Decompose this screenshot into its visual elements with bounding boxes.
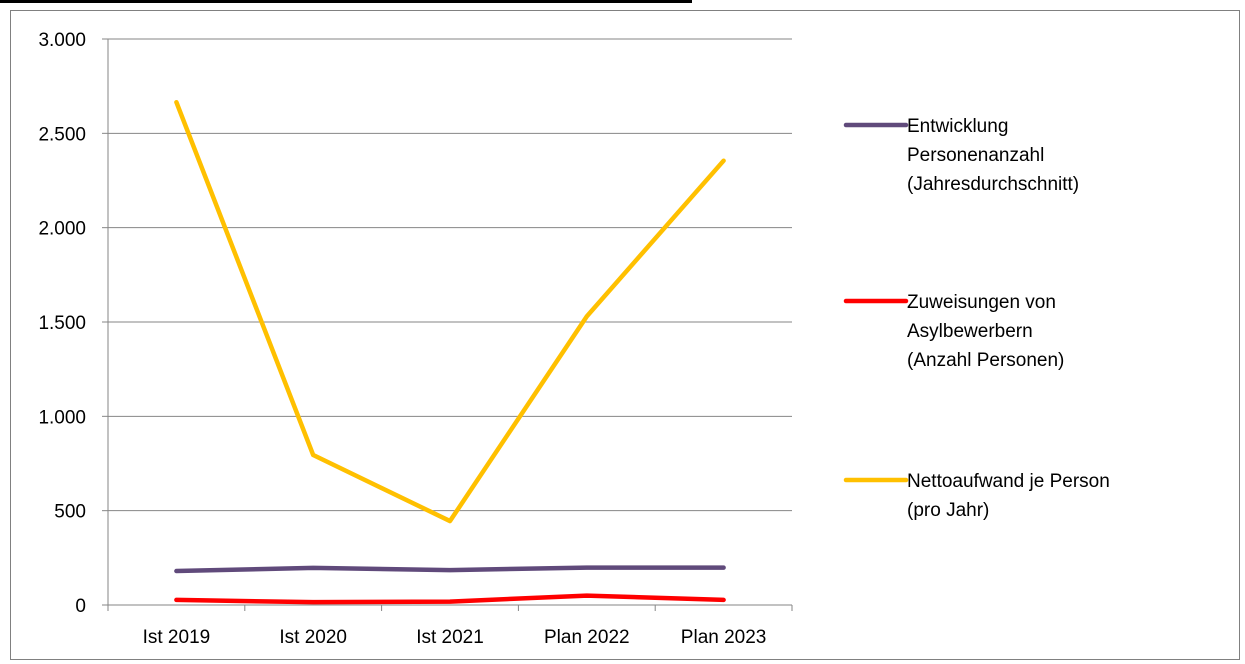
- series-line-2: [174, 593, 726, 605]
- legend-label: Nettoaufwand je Person: [907, 471, 1110, 492]
- top-border-line: [0, 0, 692, 3]
- axes: [102, 38, 793, 611]
- legend-label: Zuweisungen von: [907, 292, 1056, 313]
- x-tick-label: Plan 2023: [681, 627, 767, 648]
- x-tick-label: Ist 2019: [143, 627, 211, 648]
- x-tick-label: Ist 2020: [279, 627, 347, 648]
- y-tick-label: 3.000: [38, 30, 86, 51]
- y-tick-label: 500: [54, 502, 86, 523]
- series-line-1: [174, 565, 726, 574]
- y-tick-label: 0: [75, 596, 86, 617]
- legend-label: (pro Jahr): [907, 500, 989, 521]
- series-lines: [174, 99, 726, 605]
- series-line-3: [174, 99, 726, 524]
- legend-label: (Anzahl Personen): [907, 350, 1064, 371]
- legend-item-3: Nettoaufwand je Person (pro Jahr): [843, 471, 1110, 521]
- x-tick-label: Ist 2021: [416, 627, 484, 648]
- legend-label: Personenanzahl: [907, 145, 1044, 166]
- legend-label: Asylbewerbern: [907, 321, 1033, 342]
- x-tick-label: Plan 2022: [544, 627, 630, 648]
- x-tick-labels: Ist 2019 Ist 2020 Ist 2021 Plan 2022 Plan 20…: [143, 627, 767, 648]
- y-tick-labels: 0 500 1.000 1.500 2.000 2.500 3.000: [38, 30, 86, 617]
- y-tick-label: 1.500: [38, 313, 86, 334]
- legend: Entwicklung Personenanzahl (Jahresdurchsch…: [843, 116, 1110, 521]
- y-tick-label: 2.500: [38, 124, 86, 145]
- gridlines: [108, 38, 792, 512]
- legend-label: (Jahresdurchschnitt): [907, 174, 1079, 195]
- chart-frame: [10, 10, 1240, 660]
- y-tick-label: 2.000: [38, 219, 86, 240]
- legend-label: Entwicklung: [907, 116, 1008, 137]
- legend-item-1: Entwicklung Personenanzahl (Jahresdurchsch…: [843, 116, 1079, 195]
- y-tick-label: 1.000: [38, 407, 86, 428]
- legend-item-2: Zuweisungen von Asylbewerbern (Anzahl Pers…: [843, 292, 1064, 371]
